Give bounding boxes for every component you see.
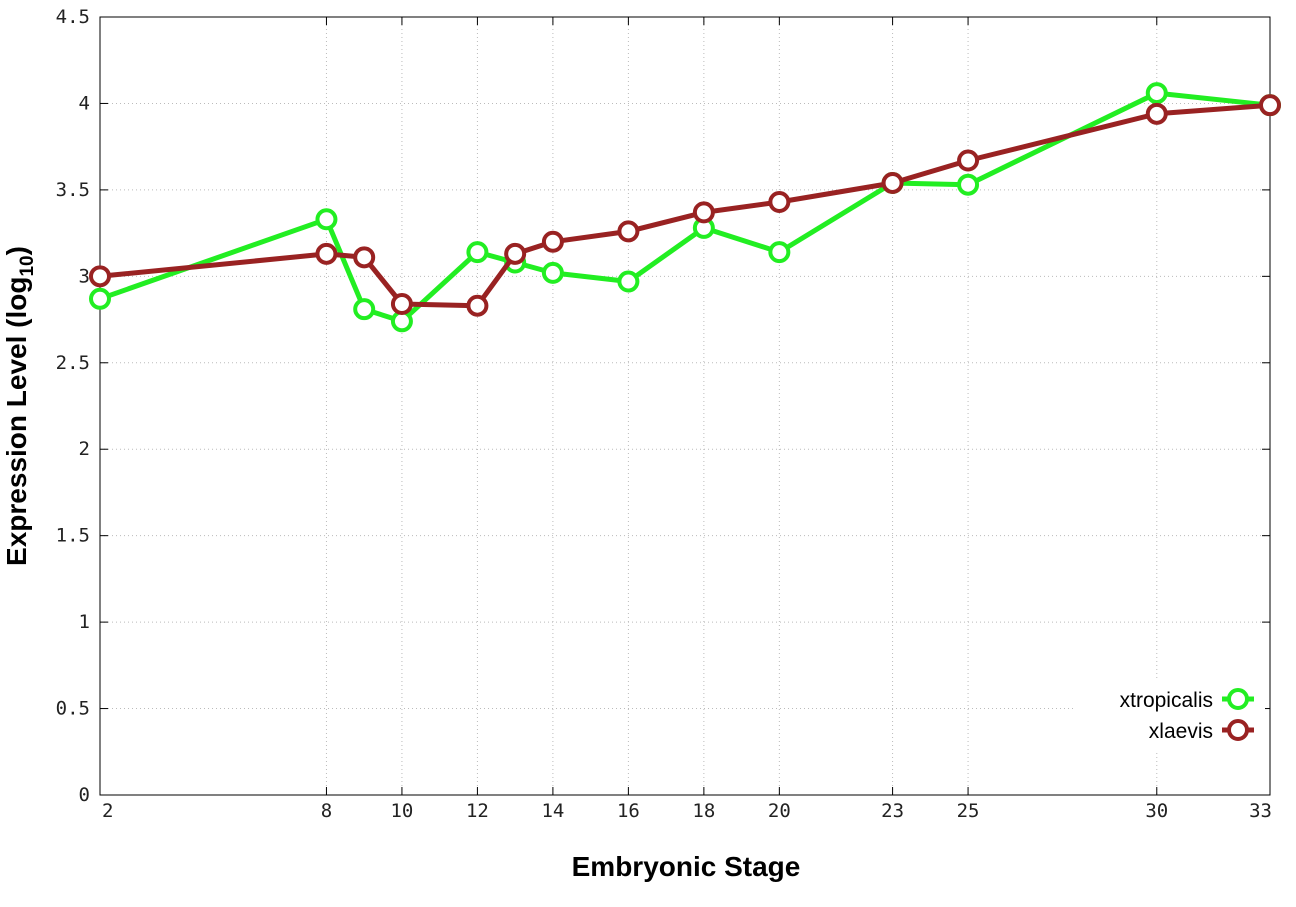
data-point <box>390 292 413 315</box>
x-tick-label: 20 <box>768 800 791 822</box>
data-point <box>89 265 111 288</box>
y-axis-title-main: Expression Level (log <box>1 277 32 566</box>
data-point <box>353 246 376 269</box>
data-point <box>541 261 564 284</box>
data-point <box>504 242 527 265</box>
data-point <box>957 149 980 172</box>
data-point <box>1145 82 1168 105</box>
data-point <box>1259 94 1281 117</box>
x-tick-label: 2 <box>102 800 113 822</box>
data-point <box>1145 102 1168 125</box>
y-tick-label: 3.5 <box>56 179 90 201</box>
legend-swatches <box>1222 688 1254 741</box>
data-point <box>315 242 338 265</box>
data-point <box>881 171 904 194</box>
plot-frame <box>99 16 1271 796</box>
data-point <box>466 241 489 264</box>
x-tick-label: 14 <box>541 800 564 822</box>
y-tick-label: 4 <box>79 92 90 114</box>
y-axis-title-subscript: 10 <box>17 255 38 276</box>
x-tick-label: 25 <box>957 800 980 822</box>
x-tick-label: 23 <box>881 800 904 822</box>
y-tick-label: 0.5 <box>56 698 90 720</box>
x-tick-label: 12 <box>466 800 489 822</box>
data-point <box>768 241 791 264</box>
data-point <box>768 190 791 213</box>
data-point <box>541 230 564 253</box>
x-tick-labels: 2 8 10 12 14 16 18 20 23 25 30 33 <box>102 800 1272 822</box>
legend-label-0: xtropicalis <box>1120 689 1213 712</box>
data-point <box>617 220 640 243</box>
legend: xtropicalis xlaevis <box>1075 680 1265 750</box>
legend-swatch-marker <box>1227 719 1249 741</box>
y-axis-title-close: ) <box>1 246 32 255</box>
y-tick-label: 1.5 <box>56 525 90 547</box>
data-point <box>89 287 111 310</box>
y-tick-label: 3 <box>79 265 90 287</box>
data-point <box>353 298 376 321</box>
x-axis-title: Embryonic Stage <box>572 851 801 882</box>
y-tick-label: 2.5 <box>56 352 90 374</box>
x-tick-label: 33 <box>1249 800 1272 822</box>
y-tick-label: 1 <box>79 611 90 633</box>
legend-label-1: xlaevis <box>1149 720 1213 743</box>
series-xtropicalis <box>89 82 1281 333</box>
y-axis-title: Expression Level (log10) <box>1 246 38 566</box>
y-tick-label: 2 <box>79 438 90 460</box>
y-tick-labels: 0 0.5 1 1.5 2 2.5 3 3.5 4 4.5 <box>56 6 90 806</box>
axis-ticks <box>99 16 1271 796</box>
x-tick-label: 30 <box>1145 800 1168 822</box>
x-tick-label: 18 <box>692 800 715 822</box>
legend-swatch-marker <box>1227 688 1249 710</box>
series-lines <box>89 82 1281 333</box>
data-point <box>315 208 338 231</box>
data-point <box>692 201 715 224</box>
series-line <box>99 102 1271 309</box>
data-point <box>466 294 489 317</box>
grid-lines <box>100 17 1270 795</box>
series-xlaevis <box>89 94 1281 317</box>
data-point <box>957 173 980 196</box>
y-tick-label: 0 <box>79 784 90 806</box>
data-point <box>617 270 640 293</box>
x-tick-label: 16 <box>617 800 640 822</box>
y-tick-label: 4.5 <box>56 6 90 28</box>
x-tick-label: 10 <box>390 800 413 822</box>
x-tick-label: 8 <box>321 800 332 822</box>
